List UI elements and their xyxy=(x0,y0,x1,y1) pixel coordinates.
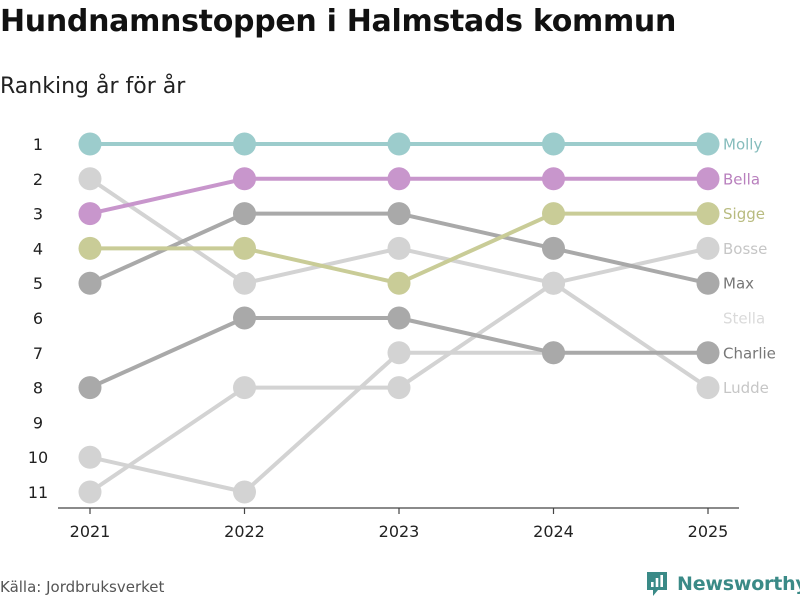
series-bella xyxy=(78,167,720,226)
x-tick-label: 2025 xyxy=(688,522,729,541)
data-point xyxy=(387,306,411,330)
series-ludde xyxy=(78,271,720,504)
series-label-charlie: Charlie xyxy=(723,344,776,362)
y-tick-label: 1 xyxy=(33,135,43,154)
series-label-ludde: Ludde xyxy=(723,379,769,397)
data-point xyxy=(233,306,256,330)
data-point xyxy=(696,202,720,226)
data-point xyxy=(387,271,411,295)
data-point xyxy=(542,202,565,226)
data-point xyxy=(233,167,256,191)
source-note: Källa: Jordbruksverket xyxy=(0,578,165,596)
series-line-segment xyxy=(242,350,401,494)
series-max xyxy=(78,202,720,295)
data-point xyxy=(78,167,102,191)
brand-logo: Newsworthy xyxy=(645,570,800,598)
series-label-sigge: Sigge xyxy=(723,205,765,223)
data-point xyxy=(542,271,565,295)
series-line-segment xyxy=(397,316,556,355)
data-point xyxy=(696,376,720,400)
brand-name: Newsworthy xyxy=(677,573,800,595)
data-point xyxy=(696,132,720,156)
data-point xyxy=(387,236,411,260)
series-label-bella: Bella xyxy=(723,170,760,188)
series-line-segment xyxy=(397,246,556,286)
data-point xyxy=(78,271,102,295)
series-layer xyxy=(78,132,720,504)
series-line-segment xyxy=(551,246,710,286)
x-axis: 2021 2022 2023 2024 2025 xyxy=(58,507,739,541)
data-point xyxy=(78,376,102,400)
data-point xyxy=(542,167,565,191)
data-point xyxy=(233,480,256,504)
series-label-molly: Molly xyxy=(723,136,762,154)
y-tick-label: 5 xyxy=(33,274,43,293)
data-point xyxy=(387,167,411,191)
series-sigge xyxy=(78,202,720,295)
data-point xyxy=(78,236,102,260)
data-point xyxy=(696,341,720,365)
data-point xyxy=(387,132,411,156)
series-line-segment xyxy=(397,211,556,286)
series-molly xyxy=(78,132,720,156)
data-point xyxy=(696,236,720,260)
data-point xyxy=(78,445,102,469)
data-point xyxy=(78,132,102,156)
y-tick-label: 3 xyxy=(33,205,43,224)
data-point xyxy=(542,341,565,365)
chart-title: Hundnamnstoppen i Halmstads kommun xyxy=(0,4,677,39)
series-line-segment xyxy=(88,176,247,216)
series-line-segment xyxy=(88,385,247,494)
series-label-max: Max xyxy=(723,275,754,293)
y-tick-label: 8 xyxy=(33,379,43,398)
x-tick-label: 2023 xyxy=(379,522,420,541)
data-point xyxy=(78,480,102,504)
y-tick-label: 7 xyxy=(33,344,43,363)
data-point xyxy=(233,132,256,156)
data-point xyxy=(233,271,256,295)
series-line-segment xyxy=(88,176,247,286)
data-point xyxy=(233,236,256,260)
data-point xyxy=(78,202,102,226)
x-tick-label: 2024 xyxy=(533,522,574,541)
newsworthy-logo-icon xyxy=(647,572,667,596)
data-point xyxy=(387,341,411,365)
series-label-bosse: Bosse xyxy=(723,240,767,258)
series-line-segment xyxy=(242,246,401,286)
data-point xyxy=(233,202,256,226)
series-line-segment xyxy=(551,281,710,390)
x-tick-label: 2021 xyxy=(70,522,111,541)
data-point xyxy=(387,202,411,226)
y-tick-label: 10 xyxy=(28,448,48,467)
data-point xyxy=(696,271,720,295)
data-point xyxy=(696,167,720,191)
data-point xyxy=(542,132,565,156)
y-tick-label: 2 xyxy=(33,170,43,189)
x-tick-label: 2022 xyxy=(224,522,265,541)
series-labels: Ludde Stella Bosse Charlie Max Sigge Bella Moll… xyxy=(723,136,776,398)
data-point xyxy=(233,376,256,400)
y-tick-label: 11 xyxy=(28,483,48,502)
series-charlie xyxy=(78,306,720,400)
y-tick-label: 4 xyxy=(33,239,43,258)
y-tick-label: 9 xyxy=(33,413,43,432)
y-axis: 1 2 3 4 5 6 7 8 9 10 11 xyxy=(28,135,48,502)
y-tick-label: 6 xyxy=(33,309,43,328)
series-label-stella: Stella xyxy=(723,310,765,328)
series-line-segment xyxy=(88,455,247,494)
series-line-segment xyxy=(88,316,247,390)
series-line-segment xyxy=(397,211,556,251)
data-point xyxy=(542,236,565,260)
data-point xyxy=(387,376,411,400)
chart-subtitle: Ranking år för år xyxy=(0,74,186,99)
series-stella xyxy=(78,341,565,504)
